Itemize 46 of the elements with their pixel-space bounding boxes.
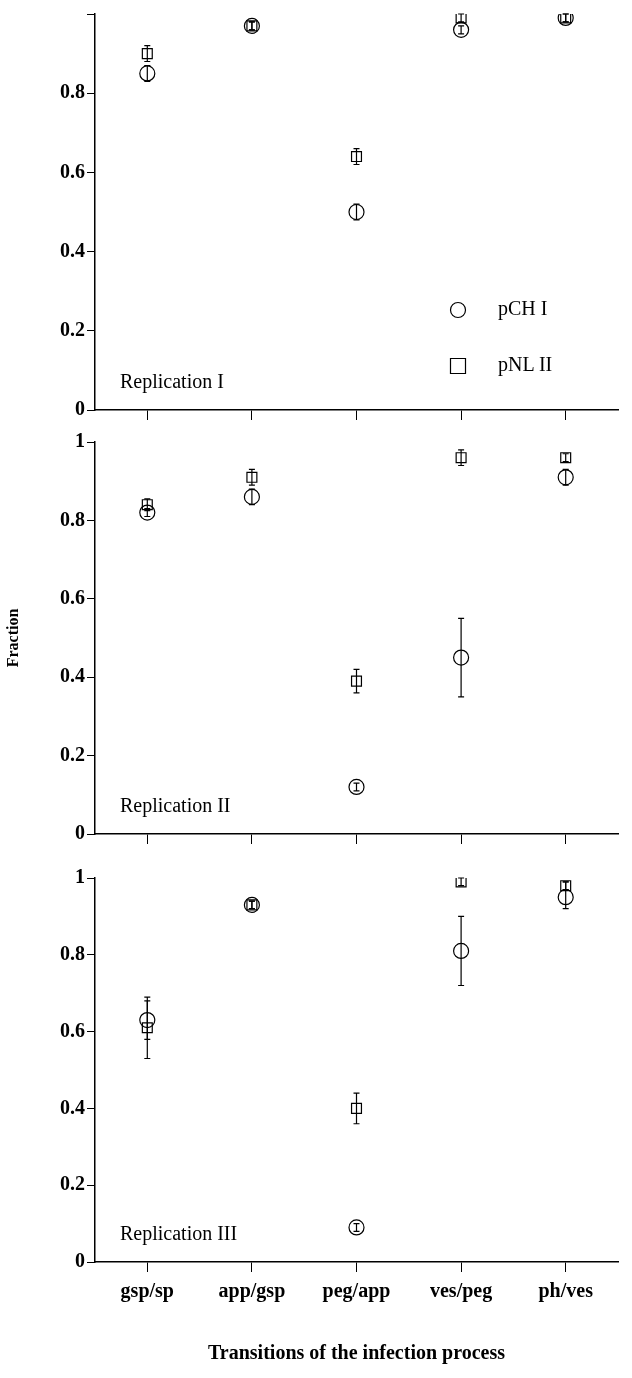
y-tick-label: 0.8 (60, 80, 85, 103)
x-tick-label: app/gsp (218, 1279, 286, 1303)
y-axis-title: Fraction (3, 608, 21, 668)
x-axis-title: Transitions of the infection process (207, 1341, 506, 1365)
point (348, 778, 365, 796)
annotation: Replication III (120, 1222, 238, 1245)
x-tick-label: peg/app (322, 1279, 391, 1303)
x-tick-label: gsp/sp (120, 1279, 174, 1303)
y-tick-label: 0.4 (60, 238, 85, 261)
y-tick-label: 0.4 (60, 664, 85, 687)
point (348, 1219, 365, 1236)
y-tick-label: 1 (75, 429, 85, 452)
point (453, 21, 470, 38)
y-tick-label: 0.6 (60, 1018, 85, 1041)
point (453, 649, 470, 666)
point (348, 203, 365, 221)
point (350, 1102, 363, 1114)
point (141, 1022, 153, 1034)
y-tick-label: 0.2 (60, 1172, 85, 1195)
y-tick-label: 0 (75, 821, 85, 844)
point (557, 889, 574, 906)
point (350, 151, 363, 163)
point (139, 1011, 156, 1029)
y-tick-label: 0.2 (60, 742, 85, 765)
y-tick-label: 0.4 (60, 1095, 85, 1118)
y-tick-label: 0 (75, 1249, 85, 1272)
y-tick-label: 1 (75, 865, 85, 888)
y-tick-label: 0.2 (60, 317, 85, 340)
legend-label: pNL II (498, 353, 553, 377)
point (453, 942, 470, 960)
legend-label: pCH I (498, 297, 548, 321)
point (139, 504, 156, 521)
y-tick-label: 0.8 (60, 941, 85, 964)
annotation: Replication II (120, 794, 231, 817)
y-tick-label: 0.6 (60, 585, 85, 608)
point (350, 675, 363, 687)
y-tick-label: 0 (75, 397, 85, 420)
point (557, 469, 574, 486)
annotation: Replication I (120, 370, 224, 393)
point (243, 488, 260, 505)
y-tick-label: 0.8 (60, 507, 85, 530)
x-tick-label: ves/peg (429, 1279, 493, 1303)
point (246, 471, 258, 483)
x-tick-label: ph/ves (538, 1279, 594, 1303)
point (139, 65, 156, 82)
y-tick-label: 0.6 (60, 159, 85, 182)
